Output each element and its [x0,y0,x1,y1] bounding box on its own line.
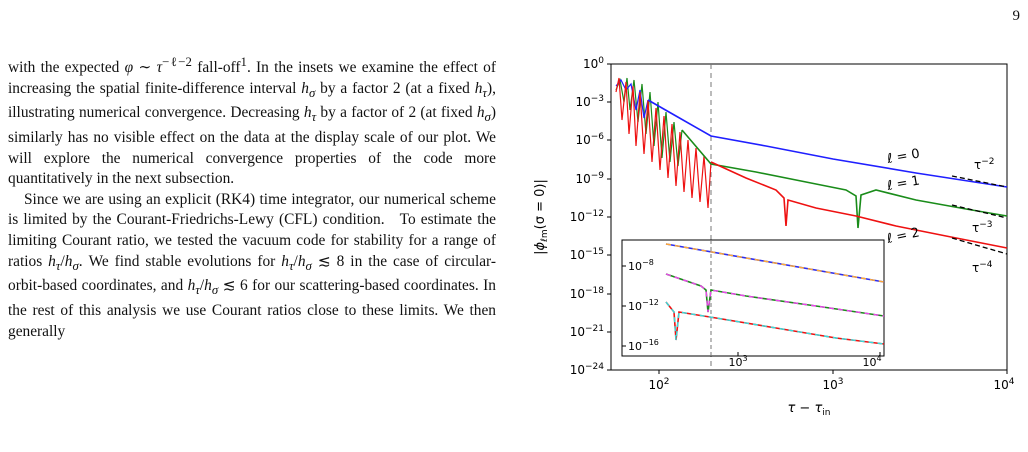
svg-text:10−21: 10−21 [570,324,604,339]
slope-tau-minus-4-line [951,237,1008,255]
series-l1-line [681,129,1008,229]
y-tick: 10−6 [575,132,611,147]
svg-text:100: 100 [583,56,604,71]
svg-text:103: 103 [728,354,747,369]
svg-text:10−3: 10−3 [575,94,604,109]
curve-label-l0: ℓ = 0 [885,146,921,167]
y-tick: 10−18 [570,286,611,301]
inset-series-l2-overlay [665,301,885,345]
early-oscillations [615,77,712,209]
x-tick: 102 [648,370,670,392]
paragraph-1: with the expected φ ∼ τ−ℓ−2 fall-off1. I… [8,55,496,188]
y-tick: 10−15 [570,247,611,262]
y-axis-label: |ϕℓm(σ = 0)| [533,179,550,255]
y-tick: 10−9 [575,171,611,186]
slope-label-tau-minus-2: τ−2 [974,157,995,172]
svg-text:103: 103 [822,377,843,392]
curve-label-l2: ℓ = 2 [885,225,921,247]
slope-tau-minus-3-line [951,204,1008,219]
svg-text:10−18: 10−18 [570,286,605,301]
svg-text:10−6: 10−6 [575,132,604,147]
page-number: 9 [1012,8,1021,24]
inset-series-l0-overlay [665,243,885,283]
curve-label-l1: ℓ = 1 [885,173,921,194]
svg-text:102: 102 [648,377,669,392]
inset-series-l1-overlay [665,273,885,317]
y-ticks: 100 10−3 10−6 10−9 10−12 10−15 10−18 10−… [570,56,611,377]
svg-text:10−9: 10−9 [575,171,604,186]
slope-label-tau-minus-4: τ−4 [972,260,993,275]
svg-text:10−12: 10−12 [570,209,604,224]
svg-text:104: 104 [993,377,1014,392]
y-tick: 10−24 [570,362,611,377]
y-tick: 100 [583,56,611,71]
paragraph-2: Since we are using an explicit (RK4) tim… [8,190,496,340]
series-l0-line [647,99,1008,188]
text-column: with the expected φ ∼ τ−ℓ−2 fall-off1. I… [8,52,496,342]
x-axis-label: τ − τin [787,401,830,418]
svg-text:104: 104 [862,354,881,369]
reference-slopes [951,175,1008,255]
y-tick: 10−21 [570,324,611,339]
slope-label-tau-minus-3: τ−3 [972,220,993,235]
slope-tau-minus-2-line [951,175,1008,188]
figure: 100 10−3 10−6 10−9 10−12 10−15 10−18 10−… [516,50,1028,447]
main-chart: 100 10−3 10−6 10−9 10−12 10−15 10−18 10−… [533,56,1015,418]
series-l2-line [710,161,1008,249]
x-tick: 103 [822,370,844,392]
inset-chart: 10−8 10−12 10−16 103 104 [621,239,885,369]
x-ticks: 102 103 104 [648,370,1015,392]
x-tick: 104 [993,370,1015,392]
svg-text:10−15: 10−15 [570,247,604,262]
y-tick: 10−12 [570,209,611,224]
y-tick: 10−3 [575,94,611,109]
svg-text:10−24: 10−24 [570,362,605,377]
